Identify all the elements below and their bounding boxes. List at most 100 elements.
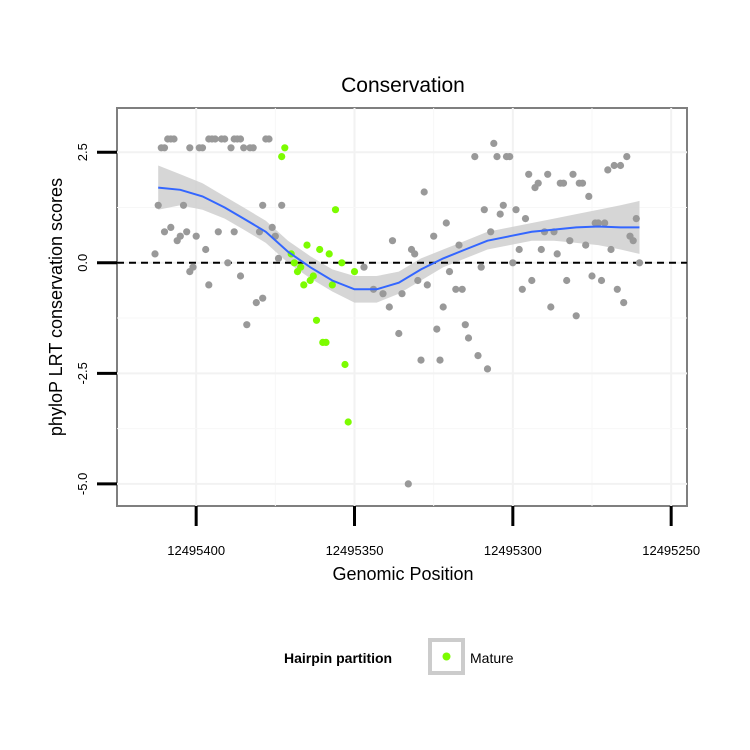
point-other: [604, 166, 612, 174]
point-mature: [290, 259, 298, 267]
point-other: [430, 232, 438, 240]
point-other: [537, 245, 545, 254]
point-other: [186, 144, 194, 152]
point-other: [632, 215, 640, 223]
point-other: [259, 294, 267, 302]
point-other: [398, 290, 406, 298]
point-other: [198, 144, 207, 152]
point-mature: [322, 338, 330, 346]
point-other: [471, 153, 479, 161]
point-other: [420, 188, 428, 196]
point-other: [534, 179, 542, 187]
point-mature: [316, 245, 324, 254]
point-other: [240, 144, 248, 152]
point-other: [167, 223, 175, 231]
point-other: [414, 276, 422, 285]
point-other: [385, 303, 393, 311]
point-other: [515, 245, 523, 254]
point-other: [170, 135, 178, 143]
point-other: [268, 223, 276, 231]
point-other: [249, 144, 257, 152]
legend-marker-mature: [442, 652, 451, 661]
point-other: [525, 170, 533, 178]
legend-title: Hairpin partition: [284, 650, 392, 666]
point-other: [227, 144, 235, 152]
point-other: [458, 285, 466, 293]
point-other: [559, 179, 568, 187]
point-other: [629, 237, 637, 245]
point-other: [483, 365, 492, 373]
point-other: [594, 219, 602, 227]
point-other: [265, 135, 273, 143]
point-other: [252, 299, 260, 307]
point-other: [274, 254, 283, 262]
point-other: [379, 290, 387, 298]
point-mature: [344, 418, 352, 426]
point-mature: [297, 263, 305, 271]
point-other: [588, 272, 596, 280]
point-mature: [328, 281, 336, 289]
point-other: [433, 325, 441, 333]
point-other: [569, 170, 577, 178]
plot-panel: [116, 107, 688, 507]
point-other: [616, 161, 625, 170]
point-mature: [281, 144, 289, 152]
point-mature: [350, 268, 359, 276]
point-other: [528, 276, 536, 285]
point-other: [151, 250, 159, 258]
point-other: [455, 241, 463, 249]
point-other: [439, 303, 447, 311]
y-tick-label: 0.0: [75, 254, 90, 272]
point-other: [436, 356, 444, 364]
point-mature: [300, 281, 308, 289]
point-other: [480, 206, 488, 214]
point-other: [224, 259, 232, 267]
point-other: [411, 250, 419, 258]
point-mature: [303, 241, 311, 249]
point-other: [496, 210, 504, 218]
point-other: [160, 228, 169, 236]
chart-title: Conservation: [341, 74, 465, 97]
x-axis-ticks: 12495400 12495350 12495300 12495250: [167, 506, 700, 558]
y-axis-ticks: 2.5 0.0 -2.5 -5.0: [75, 143, 117, 495]
point-other: [442, 219, 450, 227]
y-tick-label: 2.5: [75, 143, 90, 161]
legend-label-mature: Mature: [470, 650, 514, 666]
point-other: [620, 299, 628, 307]
point-other: [192, 232, 200, 240]
point-other: [635, 259, 644, 267]
point-other: [487, 228, 495, 236]
point-other: [464, 334, 473, 342]
y-tick-label: -5.0: [75, 473, 90, 495]
x-tick-label: 12495350: [326, 543, 384, 558]
point-other: [221, 135, 229, 143]
point-other: [518, 285, 526, 293]
point-other: [278, 201, 286, 209]
point-other: [236, 272, 245, 280]
point-other: [509, 259, 517, 267]
point-other: [160, 144, 169, 152]
point-other: [521, 215, 530, 223]
x-tick-label: 12495250: [642, 543, 700, 558]
point-mature: [341, 360, 349, 369]
point-mature: [331, 206, 340, 214]
point-other: [176, 232, 184, 240]
point-other: [544, 170, 552, 178]
point-other: [563, 276, 571, 285]
point-other: [477, 263, 485, 271]
point-mature: [312, 316, 321, 324]
point-other: [607, 245, 615, 254]
point-other: [189, 263, 197, 271]
point-other: [179, 201, 188, 209]
point-other: [547, 303, 555, 311]
point-other: [566, 237, 574, 245]
point-other: [214, 228, 222, 236]
point-other: [211, 135, 219, 143]
point-other: [388, 237, 397, 245]
smooth-trend-line: [158, 186, 640, 291]
point-other: [499, 201, 507, 209]
point-other: [230, 228, 238, 236]
point-other: [493, 153, 501, 161]
point-other: [461, 321, 469, 329]
